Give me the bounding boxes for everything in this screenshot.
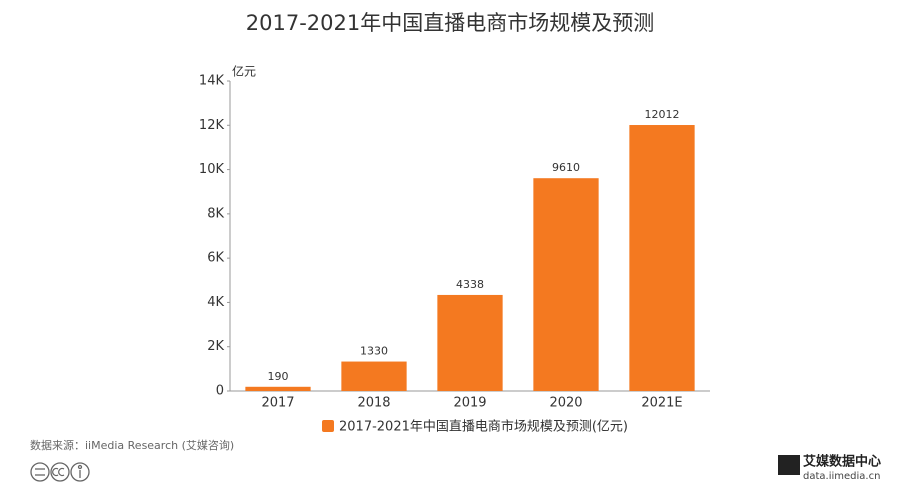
bar xyxy=(341,361,407,391)
x-tick-label: 2021E xyxy=(641,396,682,411)
x-tick-label: 2017 xyxy=(261,396,294,411)
data-label: 9610 xyxy=(552,161,580,174)
data-label: 1330 xyxy=(360,345,388,358)
x-tick-label: 2018 xyxy=(357,396,390,411)
x-tick-label: 2019 xyxy=(453,396,486,411)
y-tick-label: 12K xyxy=(199,118,225,133)
license-icons xyxy=(30,462,90,482)
y-tick-label: 6K xyxy=(207,251,224,266)
legend-label: 2017-2021年中国直播电商市场规模及预测(亿元) xyxy=(339,419,628,435)
y-tick-label: 0 xyxy=(216,384,224,399)
y-tick-label: 10K xyxy=(199,162,225,177)
chart-title: 2017-2021年中国直播电商市场规模及预测 xyxy=(246,11,654,35)
bar xyxy=(245,386,311,391)
logo: 艾媒数据中心 data.iimedia.cn xyxy=(778,454,881,482)
bar xyxy=(533,178,599,391)
y-tick-label: 14K xyxy=(199,74,225,89)
data-label: 4338 xyxy=(456,278,484,291)
bar xyxy=(437,294,503,391)
data-label: 12012 xyxy=(645,108,680,121)
y-tick-label: 8K xyxy=(207,206,224,221)
logo-text: 艾媒数据中心 xyxy=(803,454,881,470)
data-label: 190 xyxy=(268,370,289,383)
y-tick-label: 4K xyxy=(207,295,224,310)
y-unit: 亿元 xyxy=(232,64,256,79)
bar xyxy=(629,125,695,392)
legend-swatch xyxy=(322,420,334,432)
source: 数据来源：iiMedia Research (艾媒咨询) xyxy=(30,438,234,452)
y-tick-label: 2K xyxy=(207,339,224,354)
logo-url: data.iimedia.cn xyxy=(803,471,880,482)
x-tick-label: 2020 xyxy=(549,396,582,411)
